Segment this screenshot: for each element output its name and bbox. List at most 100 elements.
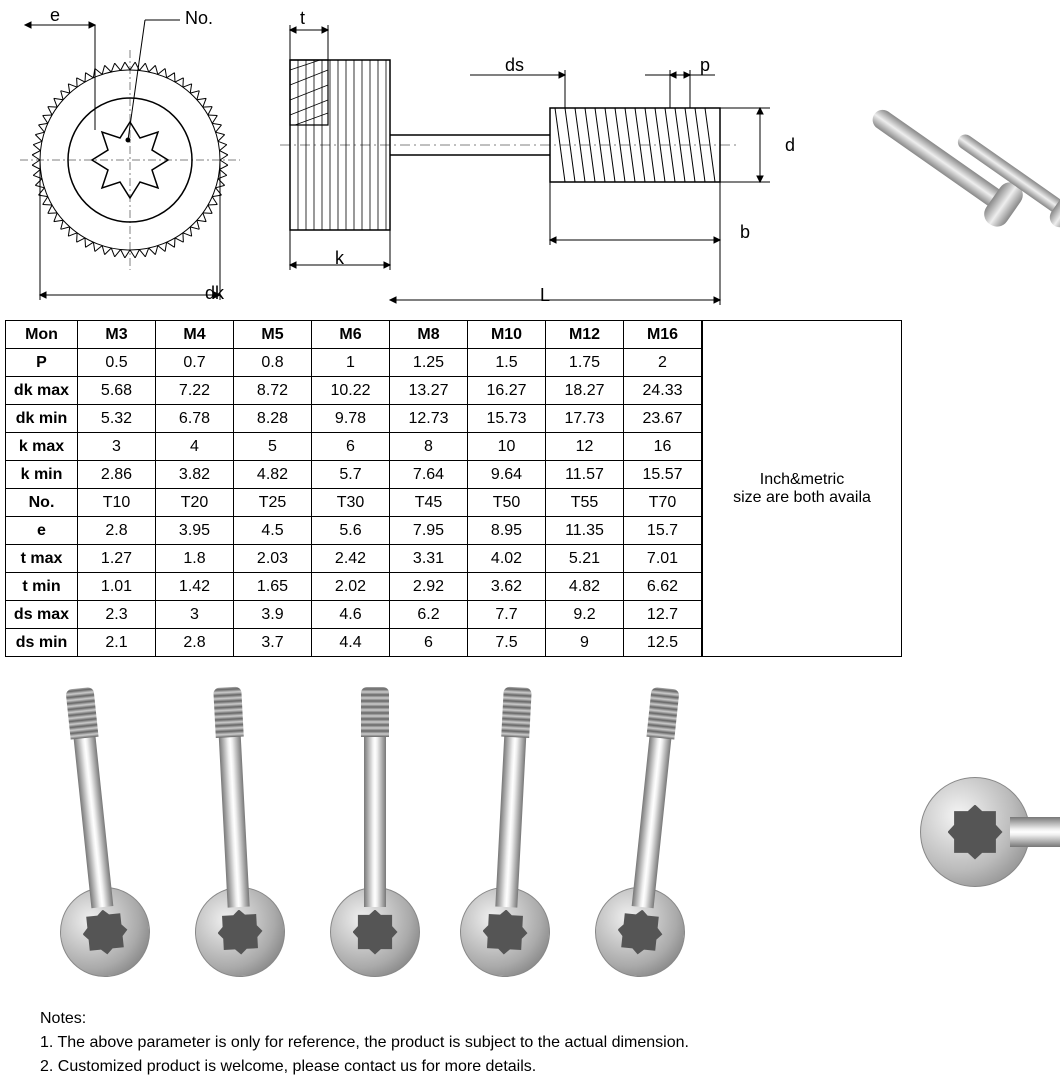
side-note-line1: Inch&metric [760, 471, 844, 489]
label-p: p [700, 55, 710, 76]
cell: 6.2 [390, 601, 468, 629]
label-dk: dk [205, 283, 224, 304]
cell: 6.78 [156, 405, 234, 433]
cell: 3.9 [234, 601, 312, 629]
col-m5: M5 [234, 321, 312, 349]
cell: 3.95 [156, 517, 234, 545]
label-b: b [740, 222, 750, 243]
cell: 1.75 [546, 349, 624, 377]
cell: 18.27 [546, 377, 624, 405]
row-label: k max [6, 433, 78, 461]
cell: 23.67 [624, 405, 702, 433]
cell: 17.73 [546, 405, 624, 433]
cell: 6 [312, 433, 390, 461]
cell: 15.7 [624, 517, 702, 545]
label-d: d [785, 135, 795, 156]
table-row: e2.83.954.55.67.958.9511.3515.7 [6, 517, 702, 545]
table-row: t min1.011.421.652.022.923.624.826.62 [6, 573, 702, 601]
cell: T50 [468, 489, 546, 517]
cell: 3 [156, 601, 234, 629]
standing-screw-photo [56, 883, 155, 982]
laying-screw-photo [920, 777, 1030, 887]
cell: 1.01 [78, 573, 156, 601]
cell: 3.31 [390, 545, 468, 573]
row-label: No. [6, 489, 78, 517]
row-label: t min [6, 573, 78, 601]
cell: 4.5 [234, 517, 312, 545]
notes-section: Notes: 1. The above parameter is only fo… [0, 997, 1060, 1089]
cell: 12.73 [390, 405, 468, 433]
col-m16: M16 [624, 321, 702, 349]
cell: 2.3 [78, 601, 156, 629]
table-row: ds min2.12.83.74.467.5912.5 [6, 629, 702, 657]
spec-table-row: Mon M3 M4 M5 M6 M8 M10 M12 M16 P0.50.70.… [0, 320, 1060, 657]
side-note-line2: size are both availa [733, 489, 871, 507]
cell: T25 [234, 489, 312, 517]
cell: 2.86 [78, 461, 156, 489]
row-label: dk max [6, 377, 78, 405]
cell: 16.27 [468, 377, 546, 405]
cell: 7.64 [390, 461, 468, 489]
cell: 9 [546, 629, 624, 657]
cell: 0.7 [156, 349, 234, 377]
cell: T70 [624, 489, 702, 517]
cell: 8.72 [234, 377, 312, 405]
header-mon: Mon [6, 321, 78, 349]
cell: 4.82 [234, 461, 312, 489]
cell: T55 [546, 489, 624, 517]
cell: 6.62 [624, 573, 702, 601]
cell: 5 [234, 433, 312, 461]
table-row: k min2.863.824.825.77.649.6411.5715.57 [6, 461, 702, 489]
cell: 5.68 [78, 377, 156, 405]
cell: T20 [156, 489, 234, 517]
cell: 10.22 [312, 377, 390, 405]
cell: 2.03 [234, 545, 312, 573]
cell: 11.57 [546, 461, 624, 489]
table-row: No.T10T20T25T30T45T50T55T70 [6, 489, 702, 517]
cell: 4.4 [312, 629, 390, 657]
standing-screw-photo [193, 885, 288, 980]
cell: 5.32 [78, 405, 156, 433]
cell: 1.42 [156, 573, 234, 601]
cell: 6 [390, 629, 468, 657]
cell: 1.27 [78, 545, 156, 573]
cell: 7.7 [468, 601, 546, 629]
cell: 2.92 [390, 573, 468, 601]
cell: 4.82 [546, 573, 624, 601]
cell: 5.7 [312, 461, 390, 489]
cell: 15.57 [624, 461, 702, 489]
cell: 7.22 [156, 377, 234, 405]
notes-item-1: 1. The above parameter is only for refer… [40, 1031, 1020, 1055]
cell: 7.5 [468, 629, 546, 657]
cell: 13.27 [390, 377, 468, 405]
cell: 3.62 [468, 573, 546, 601]
standing-screw-photo [330, 887, 420, 977]
table-row: P0.50.70.811.251.51.752 [6, 349, 702, 377]
cell: 4.6 [312, 601, 390, 629]
screw-schematic [0, 0, 820, 320]
row-label: dk min [6, 405, 78, 433]
notes-title: Notes: [40, 1007, 1020, 1031]
table-row: ds max2.333.94.66.27.79.212.7 [6, 601, 702, 629]
cell: 7.95 [390, 517, 468, 545]
cell: 12.7 [624, 601, 702, 629]
label-ds: ds [505, 55, 524, 76]
row-label: t max [6, 545, 78, 573]
cell: 4 [156, 433, 234, 461]
cell: 2.42 [312, 545, 390, 573]
table-row: dk min5.326.788.289.7812.7315.7317.7323.… [6, 405, 702, 433]
cell: T30 [312, 489, 390, 517]
cell: 5.21 [546, 545, 624, 573]
row-label: k min [6, 461, 78, 489]
label-L: L [540, 285, 550, 306]
cell: 3 [78, 433, 156, 461]
cell: 1.5 [468, 349, 546, 377]
label-t: t [300, 8, 305, 29]
cell: 2.8 [78, 517, 156, 545]
cell: 11.35 [546, 517, 624, 545]
label-k: k [335, 248, 344, 269]
cell: T45 [390, 489, 468, 517]
standing-screw-photo [458, 885, 553, 980]
table-row: dk max5.687.228.7210.2213.2716.2718.2724… [6, 377, 702, 405]
cell: 2.1 [78, 629, 156, 657]
